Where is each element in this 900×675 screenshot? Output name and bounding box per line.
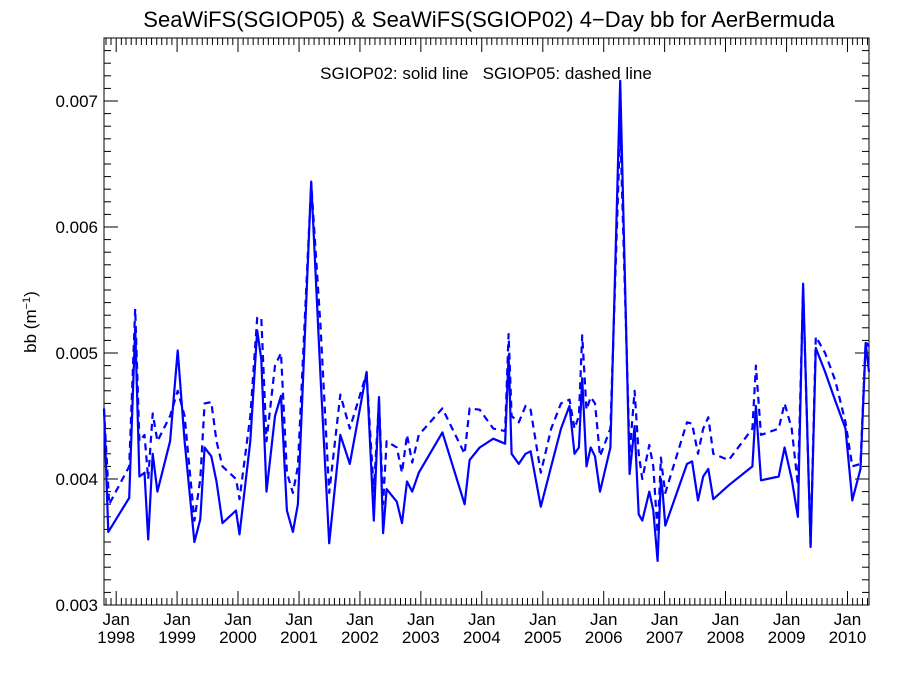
x-tick-label-month: Jan [102,610,129,629]
x-tick-label-month: Jan [834,610,861,629]
y-tick-label: 0.003 [55,596,98,615]
x-tick-label-year: 2010 [829,628,867,647]
x-tick-label-year: 2001 [280,628,318,647]
y-axis-label-sup: −1 [21,297,33,310]
x-tick-label-month: Jan [346,610,373,629]
x-tick-label-month: Jan [224,610,251,629]
x-tick-label-month: Jan [773,610,800,629]
chart-title: SeaWiFS(SGIOP05) & SeaWiFS(SGIOP02) 4−Da… [143,7,835,32]
y-axis-label-close: ) [21,291,40,297]
x-tick-label-year: 2003 [402,628,440,647]
x-tick-label-month: Jan [407,610,434,629]
x-tick-label-year: 2007 [646,628,684,647]
y-tick-label: 0.007 [55,92,98,111]
x-tick-label-month: Jan [590,610,617,629]
y-axis-label-main: bb (m [21,309,40,352]
x-tick-label-month: Jan [285,610,312,629]
x-tick-label-year: 2000 [219,628,257,647]
x-tick-label-year: 2002 [341,628,379,647]
y-tick-label: 0.006 [55,218,98,237]
y-tick-label: 0.005 [55,344,98,363]
legend-text: SGIOP02: solid line SGIOP05: dashed line [320,64,652,83]
y-axis-label: bb (m−1) [21,291,40,353]
x-tick-label-year: 1998 [97,628,135,647]
y-tick-label: 0.004 [55,470,98,489]
axes: 0.0030.0040.0050.0060.007Jan1998Jan1999J… [55,37,869,647]
x-tick-label-year: 2008 [707,628,745,647]
x-tick-label-year: 2005 [524,628,562,647]
series-line-solid [102,79,871,563]
x-tick-label-year: 2009 [768,628,806,647]
x-tick-label-month: Jan [712,610,739,629]
x-tick-label-year: 1999 [158,628,196,647]
x-tick-label-month: Jan [163,610,190,629]
x-tick-label-month: Jan [651,610,678,629]
series-lines [102,79,871,563]
series-line-dashed [102,125,870,546]
plot-frame [103,37,870,606]
x-tick-label-year: 2004 [463,628,501,647]
x-tick-label-month: Jan [529,610,556,629]
x-tick-label-year: 2006 [585,628,623,647]
x-tick-label-month: Jan [468,610,495,629]
plot-area: 0.0030.0040.0050.0060.007Jan1998Jan1999J… [55,37,871,647]
